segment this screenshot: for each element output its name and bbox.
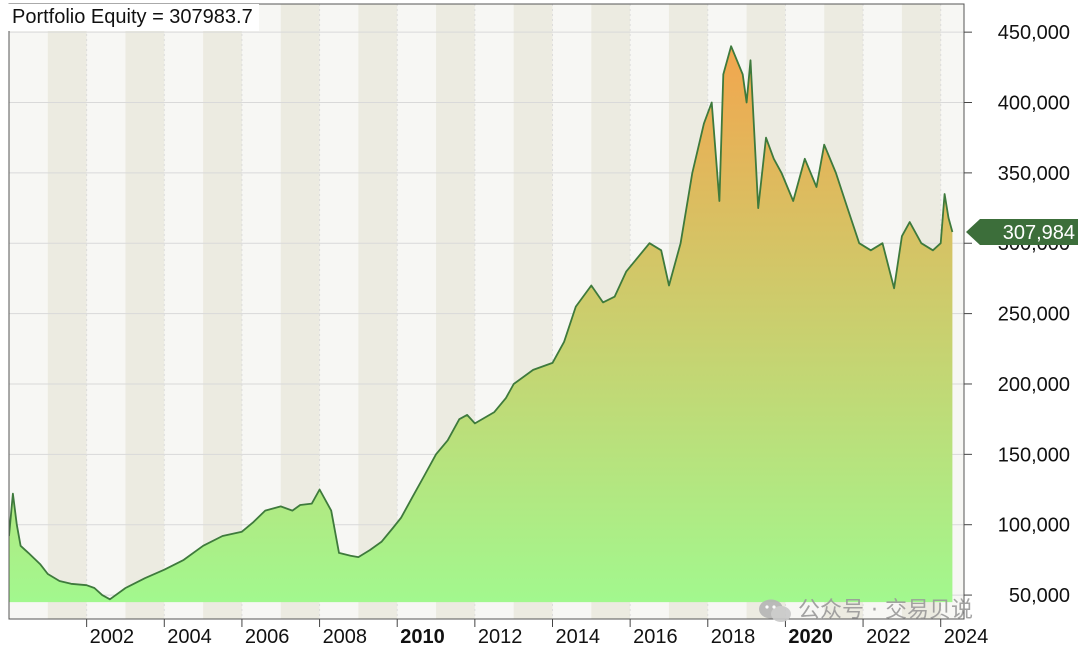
x-tick-label: 2006 xyxy=(245,626,289,648)
year-band xyxy=(203,4,242,619)
watermark-text: 公众号 · 交易贝说 xyxy=(798,598,973,623)
x-tick-label: 2010 xyxy=(400,626,445,648)
x-tick-label: 2022 xyxy=(866,626,911,648)
last-value-marker: 307,984 xyxy=(966,219,1078,245)
y-tick-label: 200,000 xyxy=(998,374,1070,396)
x-tick-label: 2020 xyxy=(788,626,833,648)
x-tick-label: 2004 xyxy=(167,626,212,648)
plot-frame xyxy=(8,3,965,620)
x-tick-label: 2018 xyxy=(711,626,756,648)
equity-fill xyxy=(9,46,953,603)
y-tick-label: 150,000 xyxy=(998,444,1070,466)
x-axis: 2002 2004 2006 2008 2010 2012 2014 2016 2018 2020… xyxy=(86,619,989,648)
year-band xyxy=(47,4,87,619)
equity-line xyxy=(9,45,954,601)
equity-area xyxy=(9,45,954,603)
year-band xyxy=(358,4,398,619)
year-band xyxy=(125,4,165,619)
x-tick-label: 2024 xyxy=(944,626,989,648)
chart-title: Portfolio Equity = 307983.7 xyxy=(6,4,259,31)
x-tick-label: 2008 xyxy=(323,626,368,648)
x-tick-label: 2014 xyxy=(555,626,600,648)
y-tick-label: 450,000 xyxy=(998,22,1070,44)
y-tick-label: 350,000 xyxy=(998,163,1070,185)
watermark: 公众号 · 交易贝说 xyxy=(758,592,973,624)
wechat-icon xyxy=(759,599,791,622)
y-tick-label: 250,000 xyxy=(998,304,1070,326)
x-tick-label: 2002 xyxy=(90,626,135,648)
x-tick-label: 2012 xyxy=(478,626,522,648)
y-tick-label: 100,000 xyxy=(998,515,1070,537)
y-axis: 50,000100,000150,000200,000250,000300,00… xyxy=(964,22,1070,607)
last-value-badge xyxy=(966,219,1078,245)
last-value-label: 307,984 xyxy=(1003,222,1075,244)
plot-border xyxy=(8,3,965,620)
y-tick-label: 50,000 xyxy=(1009,585,1070,607)
y-tick-label: 400,000 xyxy=(998,93,1070,115)
x-tick-label: 2016 xyxy=(633,626,678,648)
